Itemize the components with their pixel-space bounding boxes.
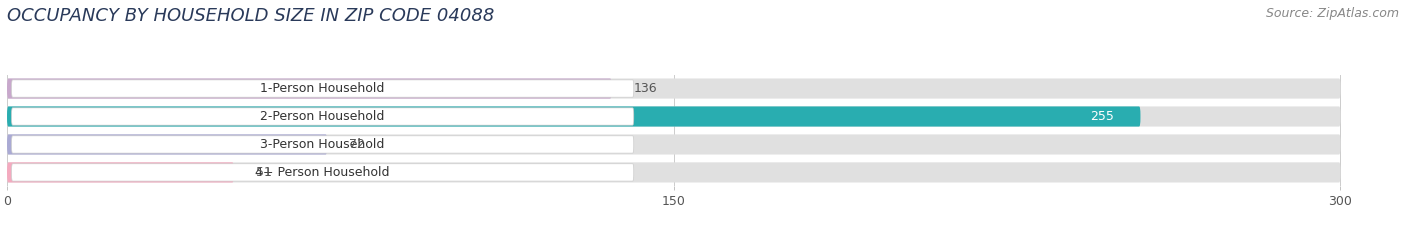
FancyBboxPatch shape xyxy=(11,136,634,153)
FancyBboxPatch shape xyxy=(7,106,1140,127)
Text: 51: 51 xyxy=(256,166,271,179)
Text: 1-Person Household: 1-Person Household xyxy=(260,82,385,95)
FancyBboxPatch shape xyxy=(11,164,634,181)
Text: 72: 72 xyxy=(349,138,366,151)
FancyBboxPatch shape xyxy=(11,80,634,97)
Text: OCCUPANCY BY HOUSEHOLD SIZE IN ZIP CODE 04088: OCCUPANCY BY HOUSEHOLD SIZE IN ZIP CODE … xyxy=(7,7,495,25)
Text: 4+ Person Household: 4+ Person Household xyxy=(256,166,389,179)
FancyBboxPatch shape xyxy=(7,134,328,154)
Text: 2-Person Household: 2-Person Household xyxy=(260,110,385,123)
Text: 3-Person Household: 3-Person Household xyxy=(260,138,385,151)
Text: 136: 136 xyxy=(634,82,658,95)
FancyBboxPatch shape xyxy=(7,134,1340,154)
FancyBboxPatch shape xyxy=(7,106,1340,127)
FancyBboxPatch shape xyxy=(7,162,233,182)
Text: Source: ZipAtlas.com: Source: ZipAtlas.com xyxy=(1265,7,1399,20)
Text: 255: 255 xyxy=(1090,110,1114,123)
FancyBboxPatch shape xyxy=(7,79,612,99)
FancyBboxPatch shape xyxy=(7,162,1340,182)
FancyBboxPatch shape xyxy=(7,79,1340,99)
FancyBboxPatch shape xyxy=(11,108,634,125)
